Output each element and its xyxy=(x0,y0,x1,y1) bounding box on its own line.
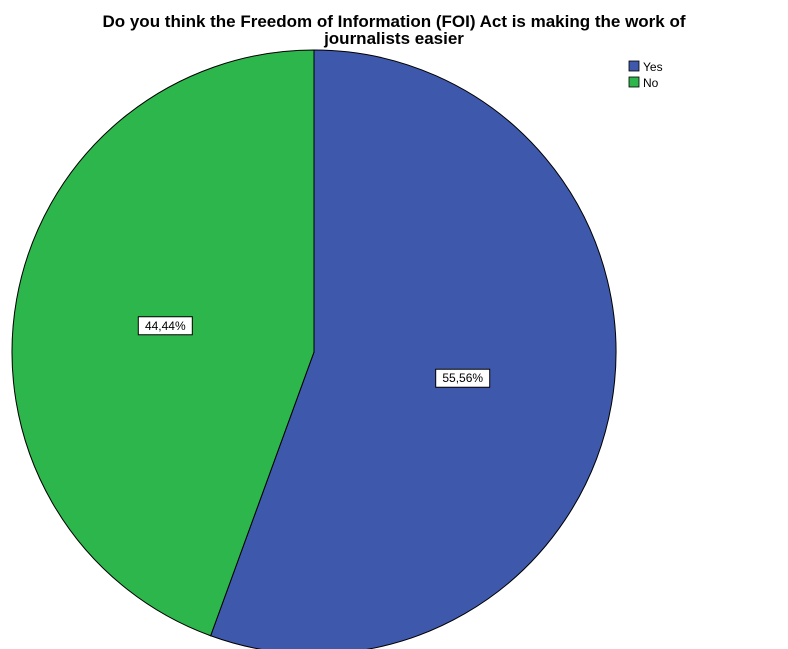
slice-label-box-no xyxy=(137,316,193,336)
slice-label-box-yes xyxy=(435,368,491,388)
pie-slice-labels: 55,56% 44,44% xyxy=(137,316,491,388)
slice-label-yes: 55,56% xyxy=(435,368,491,388)
legend-swatch-no xyxy=(628,76,640,88)
legend: Yes No xyxy=(628,60,663,90)
slice-label-no: 44,44% xyxy=(137,316,193,336)
pie-slices xyxy=(11,49,617,649)
legend-swatch-yes xyxy=(628,60,640,72)
chart-title-line-1: Do you think the Freedom of Information … xyxy=(102,12,685,31)
legend-label-yes: Yes xyxy=(643,60,663,74)
pie-slice-no xyxy=(11,49,315,637)
pie-slice-yes xyxy=(209,49,617,649)
slice-value-label-yes: 55,56% xyxy=(442,371,483,385)
slice-value-label-no: 44,44% xyxy=(145,319,186,333)
chart-title-line-2: journalists easier xyxy=(323,29,464,48)
legend-label-no: No xyxy=(643,76,659,90)
